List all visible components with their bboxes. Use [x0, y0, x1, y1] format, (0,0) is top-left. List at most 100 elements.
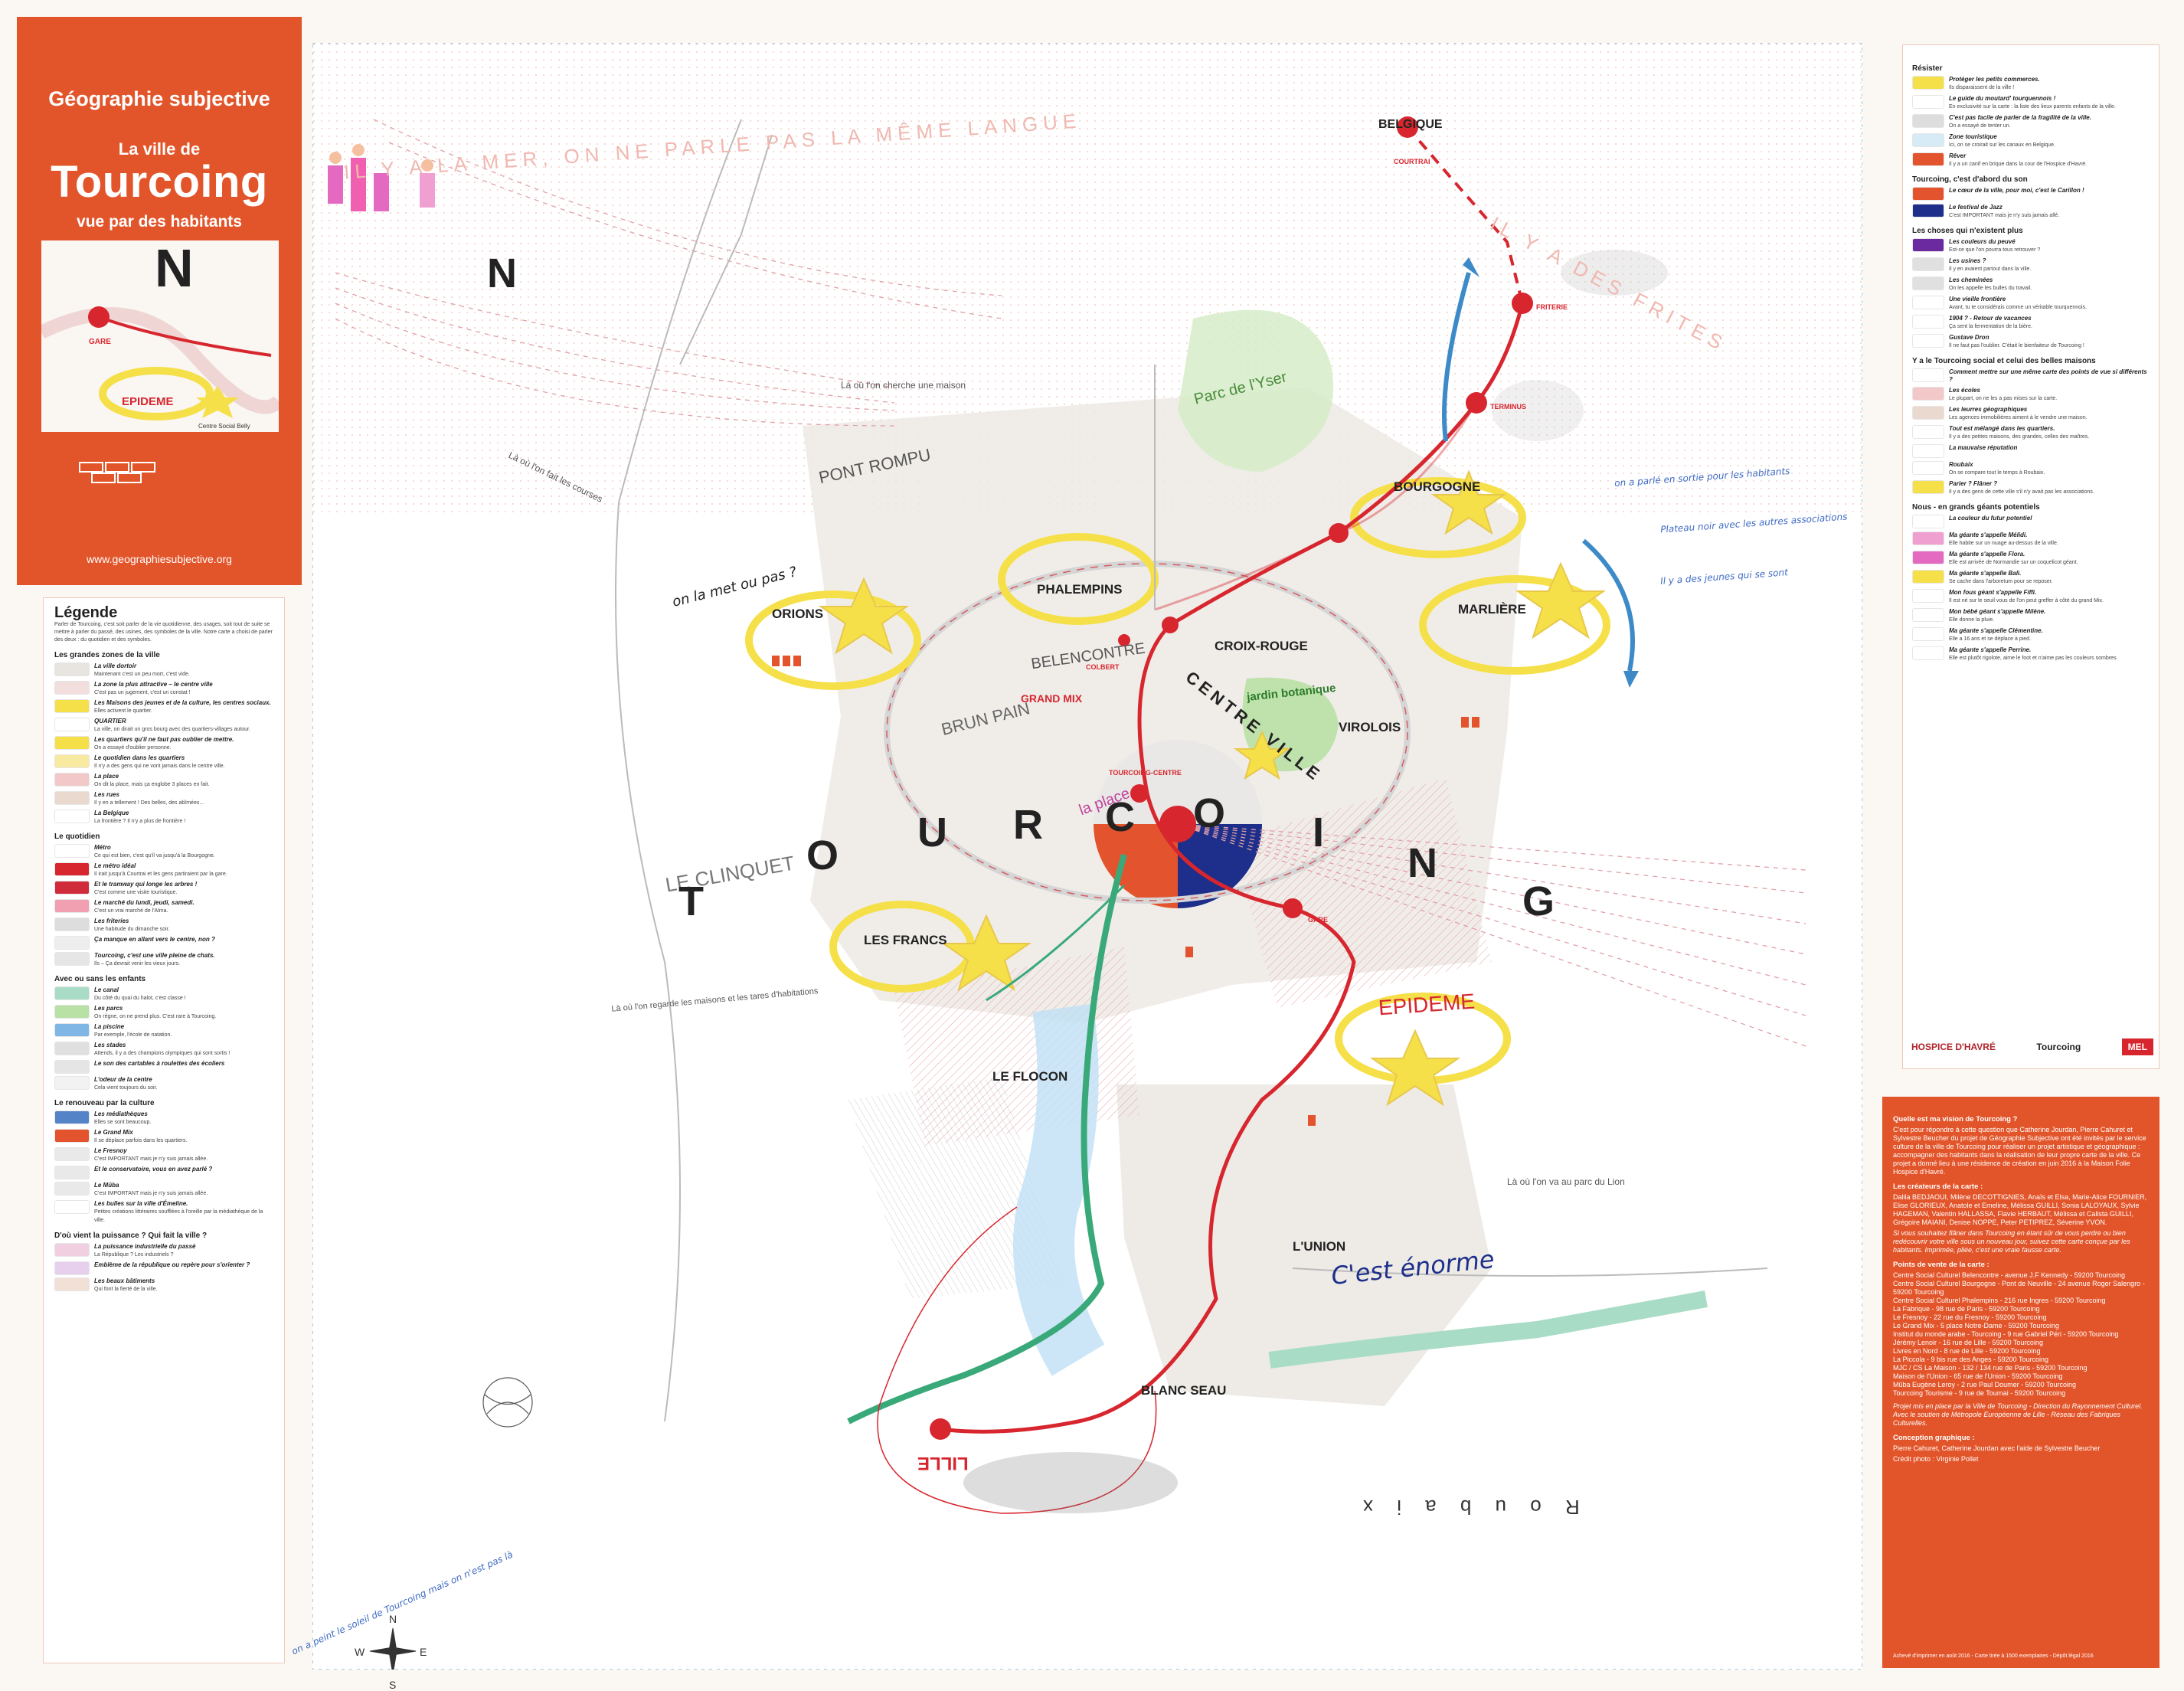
legend-item: Et le tramway qui longe les arbres ! C'es…	[54, 881, 273, 897]
metro-ideal	[1406, 126, 1524, 304]
legend-swatch	[54, 917, 90, 931]
legend-text: Les médiathèques Elles se sont beaucoup.	[94, 1110, 151, 1127]
legend-item-desc: La République ? Les industriels ?	[94, 1252, 174, 1258]
logo-mel: MEL	[2121, 1038, 2153, 1055]
legend-item: Les stades Attends, il y a des champions …	[54, 1042, 273, 1058]
corner-letter-n: N	[487, 250, 517, 296]
legend-item-desc: C'est comme une visite touristique.	[94, 890, 178, 895]
legend-item-desc: Avant, tu te considérais comme un vérita…	[1949, 305, 2088, 310]
legend-item-name: Les médiathèques	[94, 1110, 148, 1117]
legend-item: C'est pas facile de parler de la fragili…	[1912, 114, 2150, 130]
station-tourcoing-centre[interactable]: TOURCOING-CENTRE	[1109, 769, 1182, 777]
legend-swatch	[54, 1060, 90, 1074]
legend-text: C'est pas facile de parler de la fragili…	[1949, 114, 2091, 130]
station-courtrai[interactable]: COURTRAI	[1394, 158, 1430, 165]
website-link[interactable]: www.geographiesubjective.org	[87, 553, 232, 565]
legend-swatch	[1912, 114, 1944, 128]
legend-item-name: Les beaux bâtiments	[94, 1277, 155, 1284]
legend-item-desc: Il est né sur le seuil vous de l'on peut…	[1949, 598, 2104, 603]
legend-item-desc: Les agences immobilières aiment à le ven…	[1949, 415, 2088, 420]
legend-text: Et le tramway qui longe les arbres ! C'es…	[94, 881, 197, 897]
legend-swatch	[54, 681, 90, 695]
legend-swatch	[54, 1076, 90, 1090]
legend-item: Les quartiers qu'il ne faut pas oublier …	[54, 736, 273, 752]
legend-swatch	[54, 662, 90, 676]
legend-item-name: QUARTIER	[94, 718, 126, 724]
legend-item-name: Le canal	[94, 986, 119, 993]
legend-item-name: 1904 ? - Retour de vacances	[1949, 315, 2032, 322]
legend-swatch	[54, 986, 90, 1000]
legend-text: Le Mûba C'est IMPORTANT mais je n'y suis …	[94, 1182, 208, 1198]
label-grand-mix[interactable]: GRAND MIX	[1021, 692, 1083, 705]
legend-item-name: Tourcoing, c'est une ville pleine de cha…	[94, 952, 215, 959]
station-terminus[interactable]: TERMINUS	[1490, 403, 1526, 410]
legend-section-heading: Nous - en grands géants potentiels	[1912, 503, 2040, 512]
legend-item-name: La puissance industrielle du passé	[94, 1243, 196, 1250]
legend-swatch	[1912, 646, 1944, 660]
legend-item: La zone la plus attractive – le centre v…	[54, 681, 273, 697]
legend-item: Les usines ? Il y en avaient partout dans…	[1912, 257, 2150, 273]
legend-item: Une vieille frontière Avant, tu te consid…	[1912, 296, 2150, 312]
legend-item-name: Parier ? Flâner ?	[1949, 480, 1998, 487]
logo-hospice: HOSPICE D'HAVRÉ	[1911, 1042, 1996, 1052]
legend-swatch	[54, 936, 90, 950]
legend-text: Les quartiers qu'il ne faut pas oublier …	[94, 736, 234, 752]
legend-item: Le Grand Mix Il se déplace parfois dans l…	[54, 1129, 273, 1145]
legend-text: Tourcoing, c'est une ville pleine de cha…	[94, 952, 215, 968]
legend-item: Le marché du lundi, jeudi, samedi. C'est …	[54, 899, 273, 915]
legend-item: Les couleurs du peuvé Est-ce que l'on pou…	[1912, 238, 2150, 254]
title-city: Tourcoing	[51, 157, 268, 207]
legend-item-name: Gustave Dron	[1949, 334, 1989, 341]
legend-item-name: Roubaix	[1949, 461, 1973, 468]
legend-swatch	[1912, 608, 1944, 622]
legend-text: Le guide du moutard' tourquennois ! En ex…	[1949, 95, 2116, 111]
legend-item-desc: Qui font la fierté de la ville.	[94, 1287, 158, 1292]
legend-text: Ma géante s'appelle Perrine. Elle est plu…	[1949, 646, 2117, 662]
legend-item: Zone touristique Ici, on se croirait sur …	[1912, 133, 2150, 149]
legend-item: 1904 ? - Retour de vacances Ça sent la fe…	[1912, 315, 2150, 331]
legend-swatch	[54, 881, 90, 895]
label-blanc-seau: BLANC SEAU	[1141, 1383, 1227, 1398]
legend-item-desc: Il y a un canif en brique dans la cour d…	[1949, 162, 2088, 167]
point-of-sale: Tourcoing Tourisme - 9 rue de Tournai - …	[1893, 1389, 2066, 1397]
legend-item-name: Les leurres géographiques	[1949, 406, 2028, 413]
info-question: Quelle est ma vision de Tourcoing ?	[1893, 1115, 2018, 1124]
legend-item: La Belgique La frontière ? Il n'y a plus …	[54, 810, 273, 826]
legend-text: Le Grand Mix Il se déplace parfois dans l…	[94, 1129, 187, 1145]
point-of-sale: MJC / CS La Maison - 132 / 134 rue de Pa…	[1893, 1364, 2088, 1372]
legend-item-desc: Elle habite sur un nuage au-dessus de la…	[1949, 541, 2058, 546]
legend-item-name: Le Fresnoy	[94, 1147, 127, 1154]
legend-item-name: Mon bébé géant s'appelle Milène.	[1949, 608, 2046, 615]
legend-item-desc: Le plupart, on ne les a pas mises sur la…	[1949, 396, 2058, 401]
legend-item-desc: Elle donne la pluie.	[1949, 617, 1995, 623]
legend-item-desc: Elle est plutôt rigolote, aime le foot e…	[1949, 656, 2118, 661]
legend-item-name: L'odeur de la centre	[94, 1076, 152, 1083]
point-of-sale: Mûba Eugène Leroy - 2 rue Paul Doumer - …	[1893, 1381, 2076, 1388]
legend-text: Le Fresnoy C'est IMPORTANT mais je n'y su…	[94, 1147, 208, 1163]
station-colbert[interactable]: COLBERT	[1086, 663, 1120, 671]
minimap-epideme: EPIDEME	[122, 395, 174, 408]
legend-swatch	[54, 1005, 90, 1019]
big-letter-t: T	[678, 878, 704, 924]
legend-item-desc: Se cache dans l'arboretum pour se repose…	[1949, 579, 2053, 584]
legend-item-name: Ma géante s'appelle Bali.	[1949, 570, 2022, 577]
legend-title: Légende	[54, 604, 118, 621]
big-letter-o1: O	[806, 832, 839, 878]
legend-section-heading: Avec ou sans les enfants	[54, 975, 146, 983]
right-legend-panel: Résister Protéger les petits commerces. Il…	[1902, 44, 2159, 1069]
point-of-sale: Jérémy Lenoir - 16 rue de Lille - 59200 …	[1893, 1339, 2043, 1346]
map[interactable]: BELGIQUE BOURGOGNE MARLIÈRE ORIONS PHALE…	[290, 43, 1862, 1691]
legend-swatch	[1912, 551, 1944, 564]
station-gare[interactable]: GARE	[1308, 916, 1329, 924]
legend-text: Le quotidien dans les quartiers Il n'y a …	[94, 754, 225, 770]
legend-item-name: La zone la plus attractive – le centre v…	[94, 681, 213, 688]
canal-tourist	[1268, 1290, 1708, 1369]
legend-item: Mon fous géant s'appelle Fiffi. Il est né…	[1912, 589, 2150, 605]
station-friterie[interactable]: FRITERIE	[1536, 303, 1568, 311]
legend-item: Les cheminées On les appelle les bulles d…	[1912, 276, 2150, 293]
legend-item: La mauvaise réputation	[1912, 444, 2150, 458]
legend-item: Gustave Dron Il ne faut pas l'oublier. C'…	[1912, 334, 2150, 350]
legend-item-name: Les quartiers qu'il ne faut pas oublier …	[94, 736, 234, 743]
legend-item-name: Tout est mélangé dans les quartiers.	[1949, 425, 2055, 432]
legend-item: Les beaux bâtiments Qui font la fierté de…	[54, 1277, 273, 1294]
